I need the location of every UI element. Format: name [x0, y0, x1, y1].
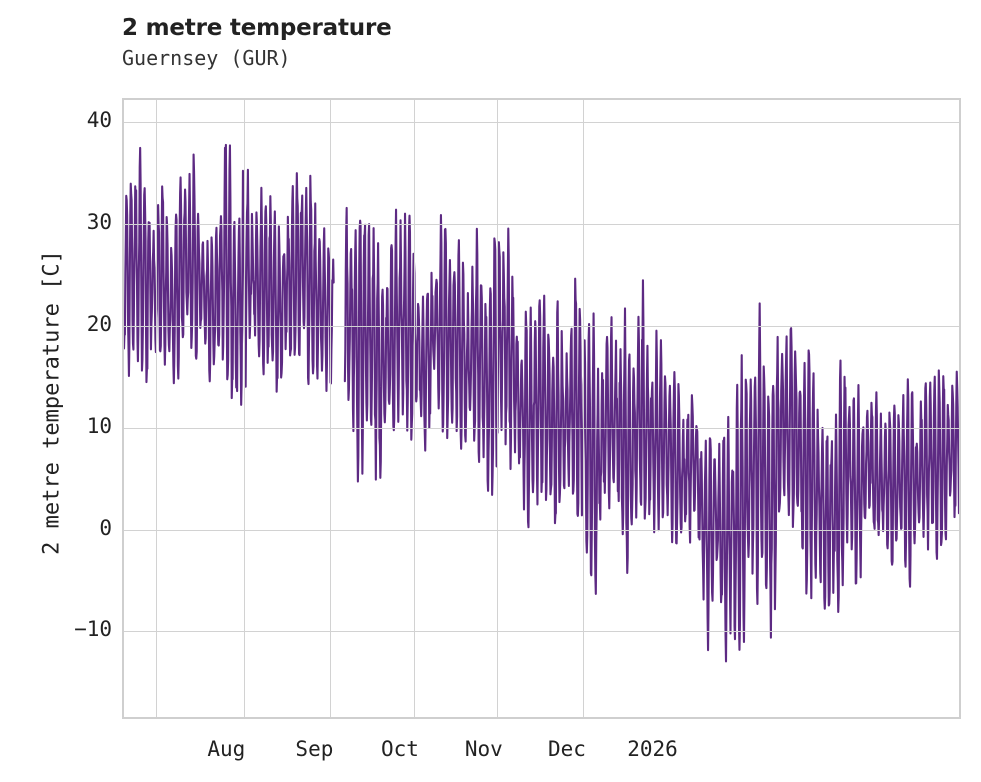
gridline-horizontal — [124, 530, 959, 531]
x-axis-tick-labels: Aug Sep Oct Nov Dec 2026 — [122, 737, 961, 767]
series-path — [124, 145, 959, 661]
x-axis-tick-label: Dec — [547, 737, 586, 761]
y-axis-tick-label: 0 — [99, 515, 112, 540]
gridline-vertical — [330, 100, 331, 717]
gridline-vertical — [583, 100, 584, 717]
plot-area — [122, 98, 961, 719]
gridline-vertical — [244, 100, 245, 717]
temperature-series — [124, 100, 959, 717]
x-axis-tick-label: Oct — [381, 737, 419, 761]
page-title: 2 metre temperature — [122, 15, 392, 41]
gridline-horizontal — [124, 326, 959, 327]
x-axis-tick-label: 2026 — [627, 737, 678, 761]
x-axis-tick-label: Aug — [207, 737, 246, 761]
gridline-vertical — [156, 100, 157, 717]
y-axis-tick-label: 40 — [86, 108, 112, 133]
gridline-horizontal — [124, 224, 959, 225]
chart-subtitle: Guernsey (GUR) — [122, 46, 291, 70]
y-axis-tick-labels: 40 30 20 10 0 −10 — [52, 98, 112, 719]
x-axis-tick-label: Sep — [295, 737, 334, 761]
y-axis-tick-label: −10 — [74, 617, 112, 642]
gridline-horizontal — [124, 631, 959, 632]
y-axis-tick-label: 20 — [86, 312, 112, 336]
gridline-vertical — [414, 100, 415, 717]
x-axis-tick-label: Nov — [464, 737, 503, 761]
y-axis-tick-label: 10 — [86, 413, 112, 438]
gridline-horizontal — [124, 122, 959, 123]
gridline-vertical — [497, 100, 498, 717]
y-axis-tick-label: 30 — [86, 210, 112, 235]
title-block: 2 metre temperature Guernsey (GUR) — [122, 14, 822, 72]
gridline-horizontal — [124, 428, 959, 429]
plot-inner — [124, 100, 959, 717]
